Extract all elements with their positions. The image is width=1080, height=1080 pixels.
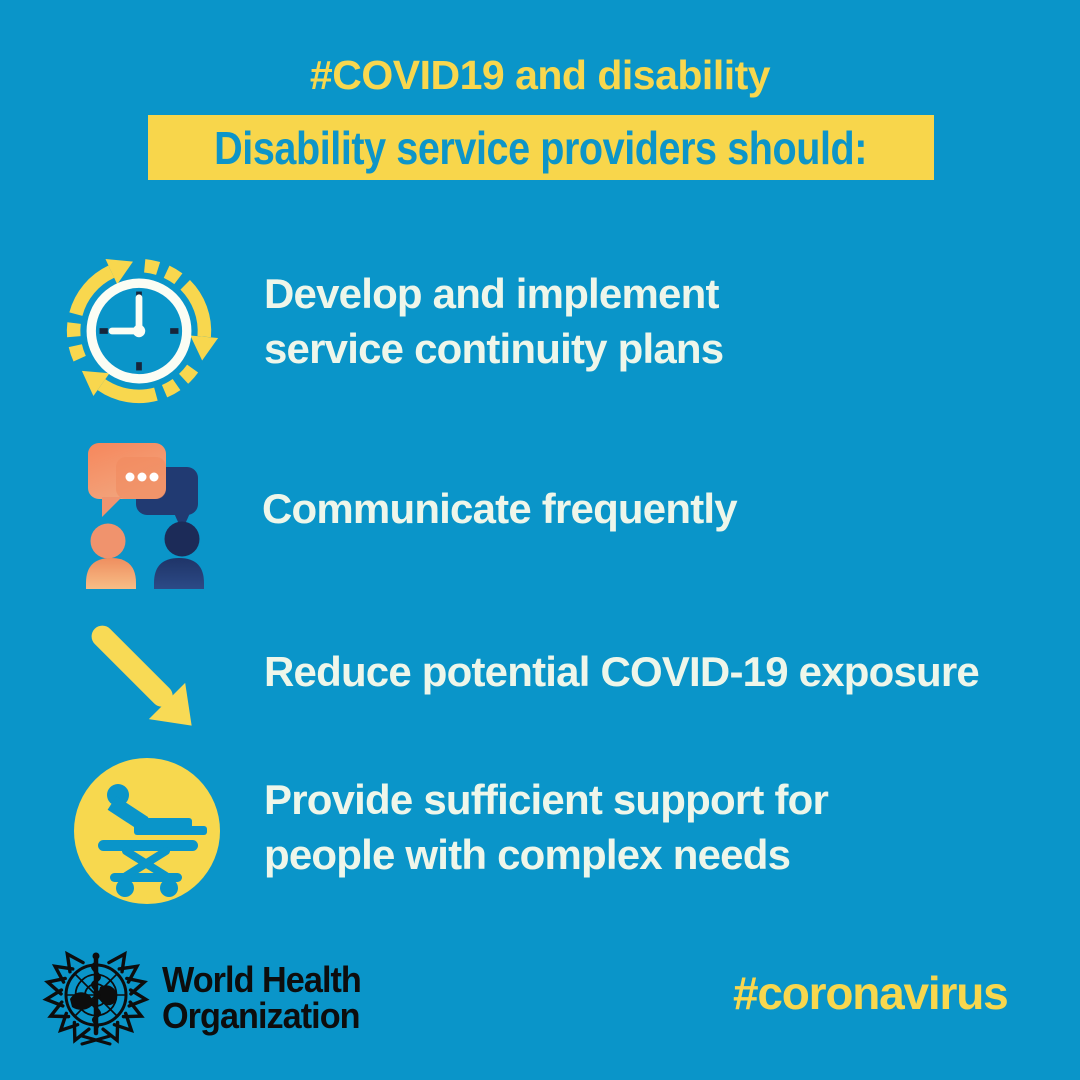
who-wordmark: World Health Organization: [162, 959, 362, 1036]
who-wordmark-line2: Organization: [162, 995, 361, 1036]
coronavirus-hashtag: #coronavirus: [733, 967, 1009, 1019]
arrow-down-right-icon: [88, 622, 206, 745]
item-line: service continuity plans: [264, 325, 724, 373]
item-line: Reduce potential COVID-19 exposure: [264, 648, 980, 695]
who-wordmark-line1: World Health: [162, 959, 362, 1000]
banner-bar: Disability service providers should:: [148, 115, 934, 180]
banner-text: Disability service providers should:: [214, 121, 868, 174]
clock-refresh-icon: [60, 250, 219, 417]
item-line: people with complex needs: [264, 831, 791, 879]
stretcher-icon: [72, 756, 222, 911]
who-emblem-icon: [36, 946, 156, 1065]
item-line: Develop and implement: [264, 270, 719, 317]
item-text-complex-needs: Provide sufficient support for people wi…: [264, 772, 829, 883]
page-title: #COVID19 and disability: [309, 52, 771, 98]
item-text-communicate: Communicate frequently: [262, 481, 738, 536]
speech-people-icon: [78, 437, 213, 594]
item-line: Provide sufficient support for: [264, 776, 829, 823]
item-line: Communicate frequently: [262, 485, 738, 532]
item-text-continuity: Develop and implement service continuity…: [264, 266, 724, 377]
item-text-exposure: Reduce potential COVID-19 exposure: [264, 644, 980, 699]
